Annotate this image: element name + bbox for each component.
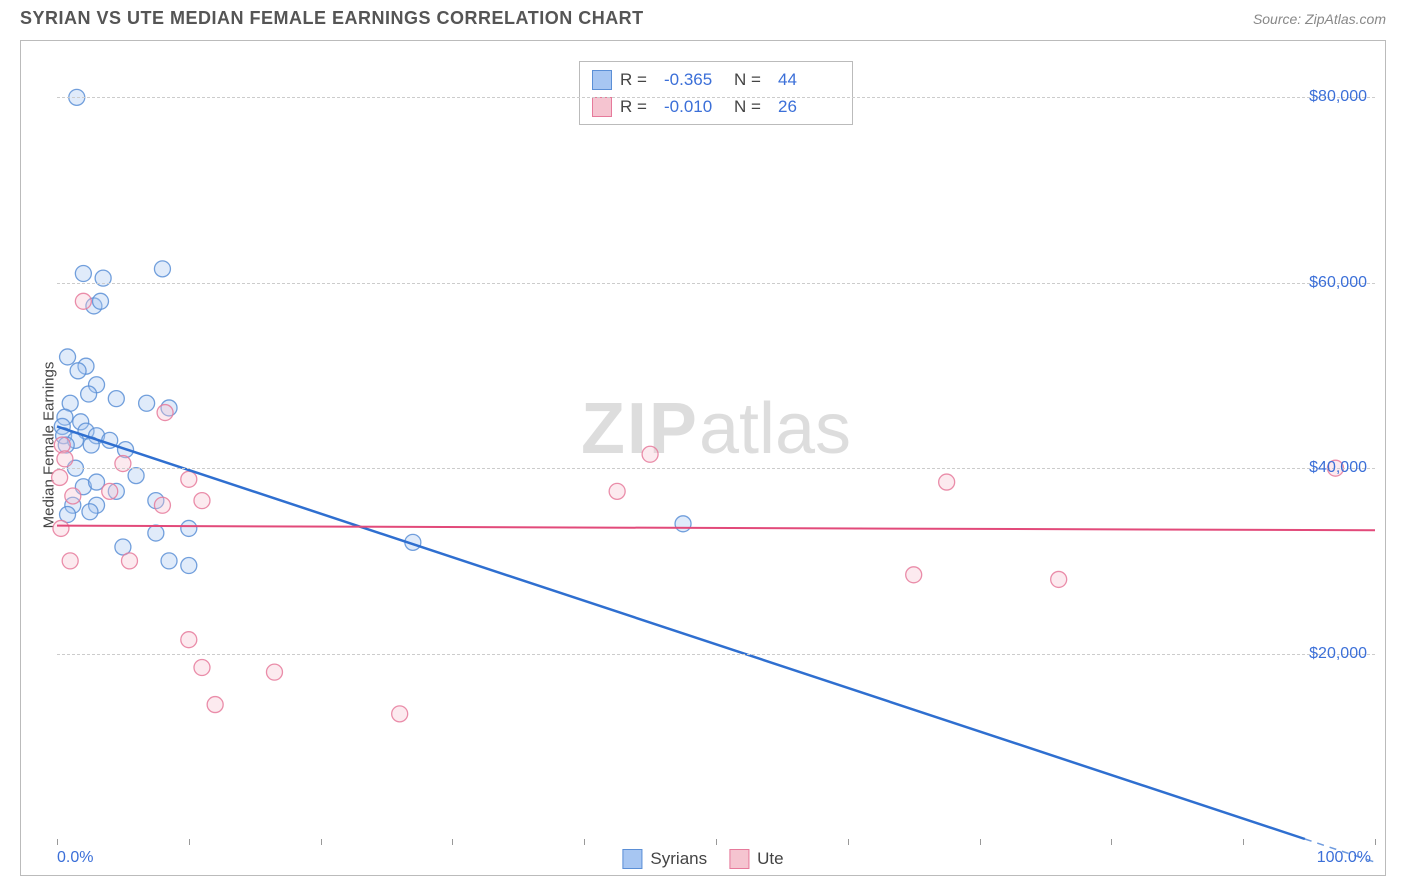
x-tick	[1243, 839, 1244, 845]
data-point	[609, 483, 625, 499]
series-legend-label: Ute	[757, 849, 783, 869]
data-point	[52, 469, 68, 485]
data-point	[82, 504, 98, 520]
data-point	[57, 451, 73, 467]
series-legend-label: Syrians	[650, 849, 707, 869]
x-tick	[848, 839, 849, 845]
data-point	[181, 558, 197, 574]
gridline	[57, 283, 1375, 284]
y-tick-label: $20,000	[1309, 645, 1367, 663]
x-axis-max-label: 100.0%	[1317, 849, 1371, 867]
data-point	[906, 567, 922, 583]
source-label: Source: ZipAtlas.com	[1253, 11, 1386, 27]
data-point	[53, 520, 69, 536]
data-point	[54, 437, 70, 453]
chart-title: SYRIAN VS UTE MEDIAN FEMALE EARNINGS COR…	[20, 8, 644, 29]
data-point	[102, 483, 118, 499]
x-tick	[584, 839, 585, 845]
data-point	[161, 553, 177, 569]
data-point	[157, 405, 173, 421]
x-tick	[1375, 839, 1376, 845]
y-tick-label: $80,000	[1309, 88, 1367, 106]
gridline	[57, 97, 1375, 98]
data-point	[392, 706, 408, 722]
plot-area: Median Female Earnings ZIPatlas R =-0.36…	[57, 51, 1375, 839]
data-point	[75, 265, 91, 281]
chart-svg	[57, 51, 1375, 839]
correlation-legend: R =-0.365N =44R =-0.010N =26	[579, 61, 853, 125]
trend-line	[57, 526, 1375, 531]
x-tick	[980, 839, 981, 845]
x-tick	[321, 839, 322, 845]
data-point	[81, 386, 97, 402]
x-tick	[716, 839, 717, 845]
n-value: 44	[778, 66, 840, 93]
legend-swatch	[622, 849, 642, 869]
correlation-legend-row: R = -0.365 N = 44	[592, 66, 840, 93]
data-point	[128, 468, 144, 484]
y-tick-label: $40,000	[1309, 459, 1367, 477]
data-point	[148, 525, 164, 541]
data-point	[194, 493, 210, 509]
data-point	[92, 293, 108, 309]
data-point	[181, 471, 197, 487]
trend-line	[57, 426, 1305, 839]
data-point	[108, 391, 124, 407]
data-point	[194, 659, 210, 675]
legend-swatch	[729, 849, 749, 869]
chart-frame: Median Female Earnings ZIPatlas R =-0.36…	[20, 40, 1386, 876]
data-point	[121, 553, 137, 569]
series-legend: Syrians Ute	[622, 849, 783, 869]
x-tick	[57, 839, 58, 845]
data-point	[62, 553, 78, 569]
series-legend-item: Syrians	[622, 849, 707, 869]
data-point	[154, 261, 170, 277]
gridline	[57, 468, 1375, 469]
series-legend-item: Ute	[729, 849, 783, 869]
data-point	[1051, 571, 1067, 587]
gridline	[57, 654, 1375, 655]
data-point	[181, 632, 197, 648]
x-tick	[452, 839, 453, 845]
data-point	[70, 363, 86, 379]
x-tick	[189, 839, 190, 845]
data-point	[75, 293, 91, 309]
data-point	[154, 497, 170, 513]
r-value: -0.365	[664, 66, 726, 93]
data-point	[939, 474, 955, 490]
data-point	[60, 349, 76, 365]
data-point	[266, 664, 282, 680]
data-point	[65, 488, 81, 504]
legend-swatch	[592, 70, 612, 90]
r-label: R =	[620, 66, 656, 93]
legend-swatch	[592, 97, 612, 117]
data-point	[181, 520, 197, 536]
data-point	[675, 516, 691, 532]
x-tick	[1111, 839, 1112, 845]
n-label: N =	[734, 66, 770, 93]
data-point	[642, 446, 658, 462]
y-tick-label: $60,000	[1309, 274, 1367, 292]
data-point	[139, 395, 155, 411]
x-axis-min-label: 0.0%	[57, 849, 93, 867]
data-point	[207, 697, 223, 713]
